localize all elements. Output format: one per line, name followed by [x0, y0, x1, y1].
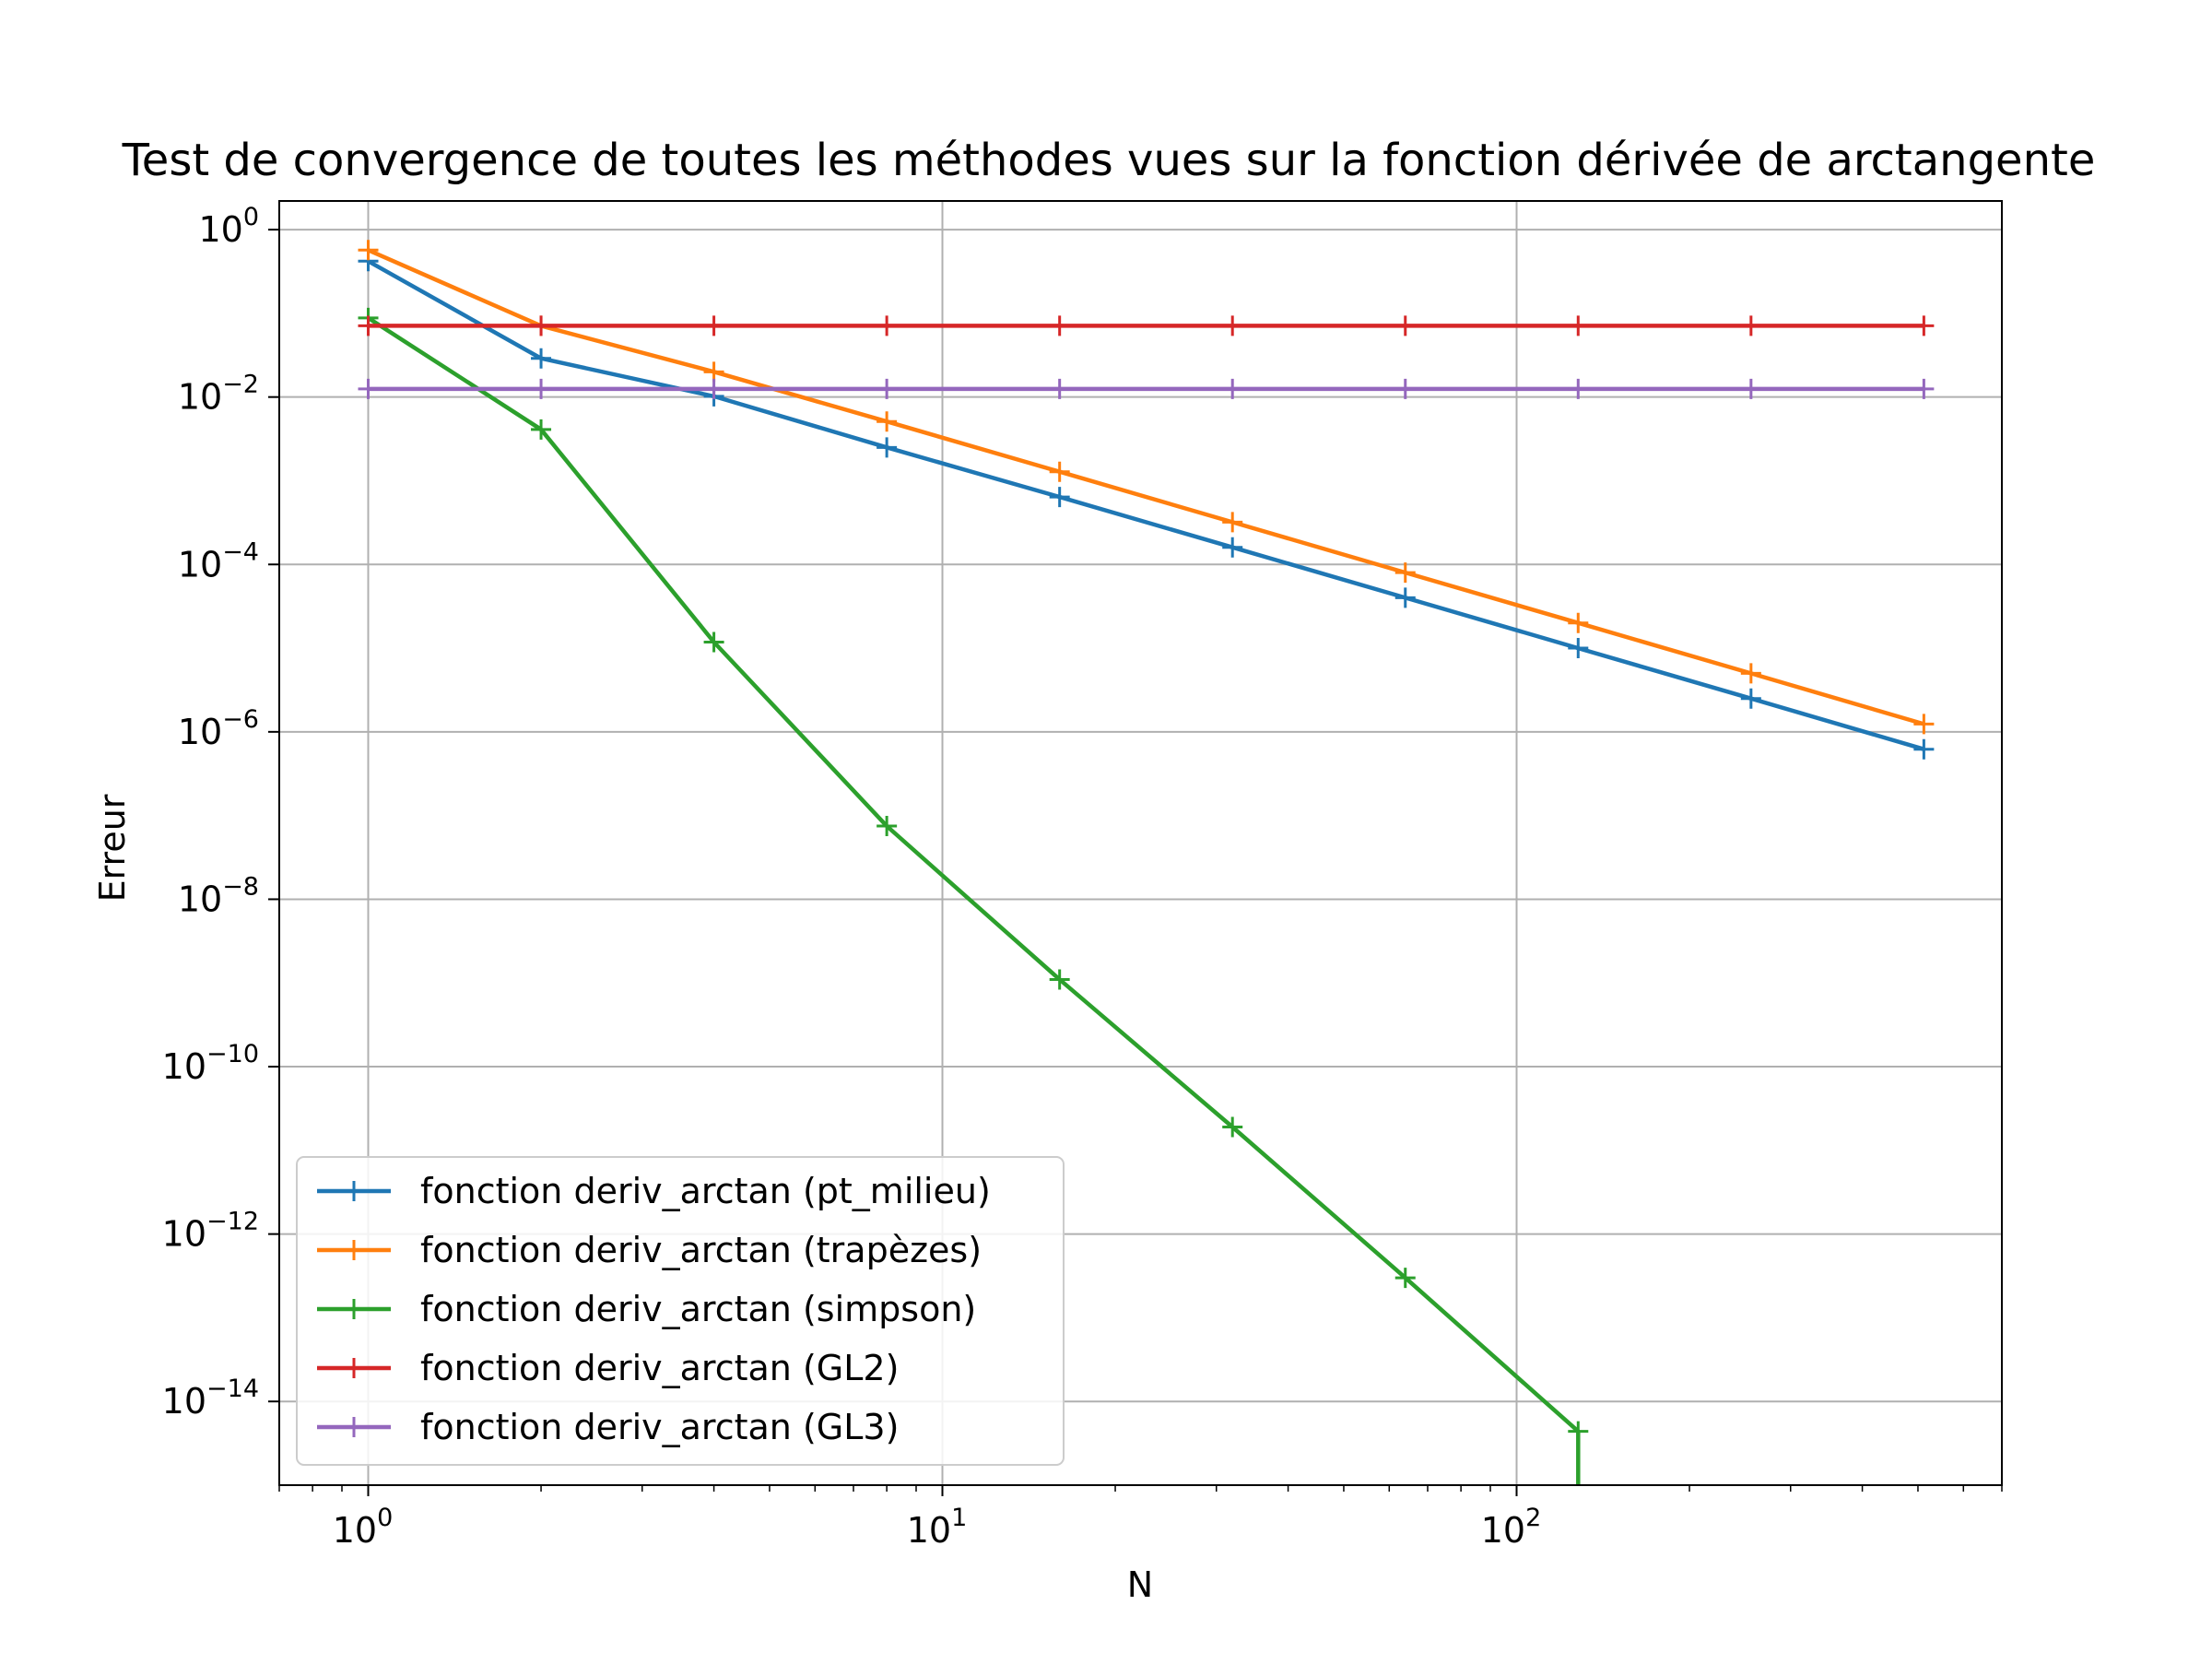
data-point-marker	[877, 411, 898, 432]
legend-item: fonction deriv_arctan (GL2)	[317, 1348, 899, 1388]
data-point-marker	[1394, 315, 1416, 336]
data-point-marker	[1394, 1268, 1416, 1289]
series-0	[358, 251, 1935, 760]
data-point-marker	[1394, 562, 1416, 584]
data-point-marker	[1913, 714, 1935, 735]
data-point-marker	[1049, 969, 1070, 990]
data-point-marker	[703, 361, 724, 383]
data-point-marker	[703, 631, 724, 653]
legend-label: fonction deriv_arctan (trapèzes)	[420, 1230, 982, 1270]
series-4	[358, 378, 1935, 399]
data-point-marker	[1740, 315, 1761, 336]
minor-ticks	[278, 1485, 2003, 1492]
data-point-marker	[1222, 315, 1243, 336]
series-line	[367, 248, 1925, 726]
ticks: 100 101 102 100 10−2 10−4 10−6 10−8 10−10 10−12 10…	[162, 203, 1542, 1551]
data-point-marker	[1049, 378, 1070, 399]
data-point-marker	[1222, 1116, 1243, 1138]
y-tick-label: 10−2	[178, 371, 259, 418]
data-point-marker	[1568, 378, 1589, 399]
data-point-marker	[1049, 461, 1070, 482]
legend-items: fonction deriv_arctan (pt_milieu)fonctio…	[317, 1171, 991, 1447]
series-line	[367, 259, 1925, 751]
legend-swatch-marker	[344, 1181, 364, 1201]
data-point-marker	[1568, 638, 1589, 659]
legend-box	[296, 1156, 1065, 1466]
legend-item: fonction deriv_arctan (pt_milieu)	[317, 1171, 991, 1211]
data-point-marker	[1913, 738, 1935, 760]
legend-label: fonction deriv_arctan (GL2)	[420, 1348, 899, 1388]
chart-title: Test de convergence de toutes les méthod…	[122, 135, 2096, 186]
data-point-marker	[531, 348, 552, 369]
plot-frame	[278, 200, 2003, 1486]
y-tick-label: 10−8	[178, 872, 259, 919]
legend-label: fonction deriv_arctan (pt_milieu)	[420, 1171, 991, 1211]
data-point-marker	[877, 437, 898, 458]
y-axis-label: Erreur	[92, 794, 133, 902]
data-point-marker	[1049, 487, 1070, 508]
data-point-marker	[1222, 537, 1243, 558]
data-point-marker	[531, 315, 552, 336]
data-point-marker	[1394, 587, 1416, 608]
data-point-marker	[1740, 688, 1761, 709]
data-point-marker	[531, 378, 552, 399]
data-point-marker	[358, 315, 379, 336]
data-point-marker	[358, 240, 379, 261]
data-point-marker	[1913, 315, 1935, 336]
legend-swatch-marker	[344, 1358, 364, 1378]
y-tick-label: 10−12	[162, 1208, 259, 1255]
data-point-marker	[877, 315, 898, 336]
series-3	[358, 315, 1935, 336]
legend-item: fonction deriv_arctan (simpson)	[317, 1289, 976, 1329]
x-tick-label: 101	[907, 1504, 968, 1551]
grid-layer	[279, 201, 2002, 1485]
data-point-marker	[703, 378, 724, 399]
legend-item: fonction deriv_arctan (trapèzes)	[317, 1230, 982, 1270]
data-point-marker	[358, 378, 379, 399]
legend: fonction deriv_arctan (pt_milieu)fonctio…	[296, 1156, 1065, 1466]
x-tick-label: 102	[1481, 1504, 1542, 1551]
series-layer	[358, 240, 1935, 1486]
y-tick-label: 10−10	[162, 1040, 259, 1087]
legend-label: fonction deriv_arctan (simpson)	[420, 1289, 976, 1329]
y-tick-label: 10−14	[162, 1375, 259, 1422]
x-axis-label: N	[1127, 1564, 1153, 1605]
y-tick-label: 10−6	[178, 705, 259, 752]
x-tick-label: 100	[333, 1504, 394, 1551]
data-point-marker	[1222, 378, 1243, 399]
y-tick-label: 100	[198, 203, 259, 250]
data-point-marker	[877, 378, 898, 399]
legend-swatch-marker	[344, 1299, 364, 1319]
data-point-marker	[877, 815, 898, 836]
data-point-marker	[1568, 1421, 1589, 1442]
data-point-marker	[1222, 512, 1243, 533]
data-point-marker	[1740, 378, 1761, 399]
data-point-marker	[1568, 612, 1589, 633]
data-point-marker	[531, 419, 552, 440]
data-point-marker	[1394, 378, 1416, 399]
legend-swatch-marker	[344, 1417, 364, 1437]
data-point-marker	[1740, 663, 1761, 684]
data-point-marker	[1913, 378, 1935, 399]
series-1	[358, 240, 1935, 735]
y-tick-label: 10−4	[178, 537, 259, 584]
legend-label: fonction deriv_arctan (GL3)	[420, 1407, 899, 1447]
legend-item: fonction deriv_arctan (GL3)	[317, 1407, 899, 1447]
data-point-marker	[1049, 315, 1070, 336]
legend-swatch-marker	[344, 1240, 364, 1260]
data-point-marker	[1568, 315, 1589, 336]
data-point-marker	[703, 315, 724, 336]
